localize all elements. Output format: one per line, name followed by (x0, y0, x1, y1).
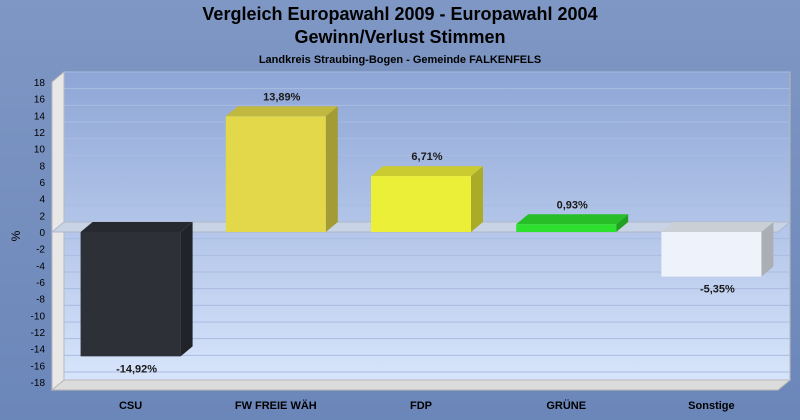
bar-side (761, 222, 774, 277)
bar-side (325, 106, 338, 232)
y-tick-label: 10 (34, 145, 46, 156)
y-tick-label: -4 (36, 261, 45, 272)
y-tick-label: 12 (34, 128, 46, 139)
chart-location-subtitle: Landkreis Straubing-Bogen - Gemeinde FAL… (258, 54, 542, 66)
bar-side (616, 214, 629, 232)
bar-front (371, 176, 471, 232)
bar-top (516, 214, 629, 225)
bar-4 (516, 214, 629, 232)
x-tick-label: CSU (119, 400, 142, 412)
y-tick-label: -6 (36, 278, 45, 289)
bar-value-label: 0,93% (557, 199, 588, 211)
bar-5 (661, 222, 774, 277)
x-tick-label: FW FREIE WÄH (235, 399, 317, 412)
bar-value-label: 6,71% (411, 151, 442, 163)
bar-front (225, 116, 326, 232)
y-tick-label: 18 (34, 78, 46, 89)
bar-3 (371, 166, 483, 232)
plot-floor (50, 379, 792, 391)
y-tick-label: 2 (39, 211, 45, 222)
y-tick-label: -2 (36, 245, 45, 256)
y-tick-label: -18 (31, 378, 46, 389)
bar-top (661, 222, 774, 232)
bar-value-label: -5,35% (700, 284, 735, 296)
y-tick-label: 16 (34, 95, 46, 106)
chart-title: Vergleich Europawahl 2009 - Europawahl 2… (202, 4, 598, 24)
x-tick-label: GRÜNE (546, 399, 586, 412)
x-tick-label: Sonstige (688, 400, 734, 412)
bar-front (516, 224, 617, 232)
bar-top (225, 106, 338, 117)
y-axis-label: % (9, 230, 23, 241)
y-tick-label: 6 (39, 178, 45, 189)
bar-top (80, 222, 193, 232)
y-tick-label: -14 (31, 345, 46, 356)
bar-2 (225, 106, 338, 232)
bar-value-label: -14,92% (116, 363, 157, 375)
bar-value-label: 13,89% (263, 91, 301, 103)
bar-top (371, 166, 483, 177)
bar-1 (80, 222, 193, 357)
y-tick-label: -16 (31, 361, 46, 372)
y-tick-label: 14 (34, 111, 46, 122)
x-tick-label: FDP (410, 400, 432, 412)
bar-front (80, 232, 181, 357)
y-tick-label: -12 (31, 328, 46, 339)
y-tick-label: 4 (39, 195, 45, 206)
y-tick-label: 8 (39, 161, 45, 172)
y-tick-label: -10 (31, 311, 46, 322)
y-tick-label: 0 (39, 228, 45, 239)
chart-subtitle: Gewinn/Verlust Stimmen (294, 27, 506, 47)
y-tick-label: -8 (36, 295, 45, 306)
bar-side (180, 222, 193, 357)
bar-front (661, 232, 762, 277)
bar-side (471, 166, 483, 232)
